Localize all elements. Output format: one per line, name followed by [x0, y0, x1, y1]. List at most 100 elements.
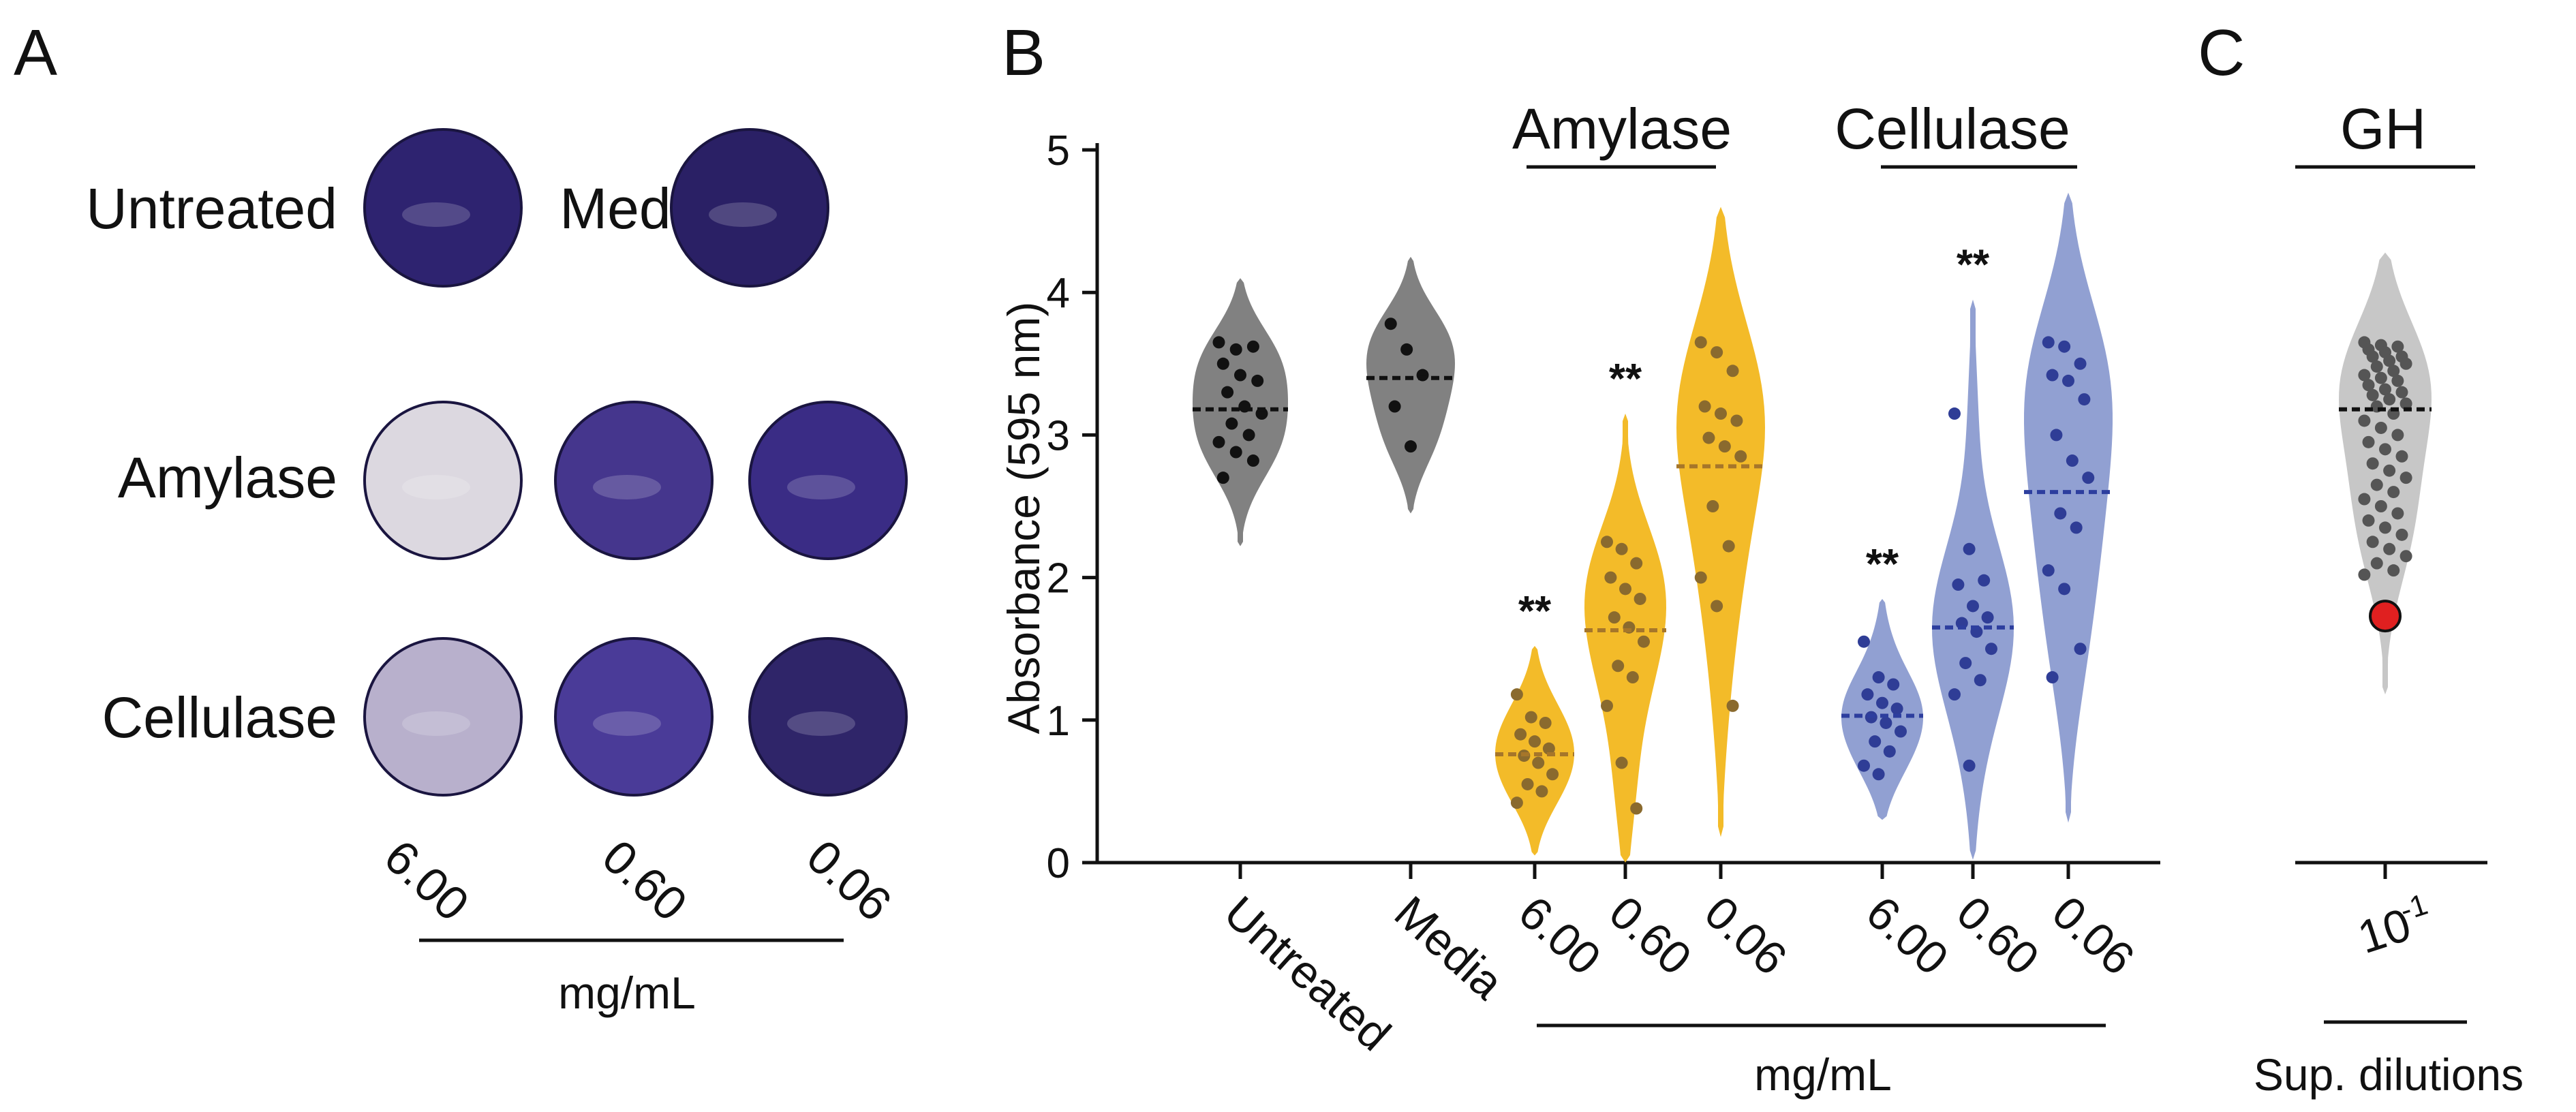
y-tick-label: 3: [1047, 412, 1070, 459]
violin-media-shape: [1366, 256, 1455, 514]
group-title-gh: GH: [2340, 97, 2426, 161]
violin-gh-point: [2374, 421, 2387, 434]
panel-b-violins: ** ** ** **: [1193, 192, 2113, 863]
violin-gh-point: [2362, 514, 2375, 527]
violin-amylase-0-06-point: [1715, 407, 1727, 420]
violin-gh-point: [2383, 464, 2396, 477]
well-amylase-6-glare: [402, 475, 470, 499]
x-tick-label: 6.00: [1856, 886, 1958, 985]
violin-cellulase-0-06-point: [2058, 583, 2071, 596]
panel-b-y-axis: 0 1 2 3 4 5: [1047, 127, 2160, 887]
violin-gh-point: [2387, 486, 2400, 499]
violin-gh-point: [2399, 472, 2412, 484]
violin-cellulase-6-00-point: [1880, 716, 1892, 729]
violin-amylase-0-06-point: [1706, 500, 1719, 512]
violin-gh-point: [2383, 354, 2396, 367]
violin-amylase-6-00-shape: [1495, 646, 1574, 856]
violin-cellulase-0-60-point: [1948, 407, 1961, 420]
violin-gh-point: [2391, 374, 2404, 387]
violin-cellulase-0-60-point: [1959, 657, 1972, 670]
violin-gh-point: [2399, 357, 2412, 370]
violin-amylase-0-06-point: [1718, 440, 1731, 453]
panel-c-letter: C: [2198, 16, 2245, 89]
violin-cellulase-0-60-significance: **: [1957, 242, 1990, 289]
violin-cellulase-6-00-point: [1872, 768, 1885, 781]
violin-amylase-0-06-point: [1702, 431, 1715, 444]
violin-amylase-0-06-shape: [1676, 206, 1765, 837]
violin-cellulase-0-60-shape: [1932, 299, 2014, 860]
violin-cellulase-0-60-point: [1967, 600, 1979, 613]
violin-amylase-0-60-point: [1634, 592, 1646, 605]
violin-cellulase-0-60-point: [1952, 578, 1965, 591]
violin-amylase-6-00-point: [1514, 728, 1527, 741]
violin-gh-point: [2395, 528, 2408, 541]
violin-cellulase-0-60-point: [1948, 688, 1961, 701]
violin-gh-point: [2379, 443, 2391, 456]
violin-cellulase-0-06-point: [2082, 472, 2095, 484]
violin-amylase-6-00: [1495, 646, 1574, 856]
violin-gh-point: [2391, 340, 2404, 353]
violin-gh-point: [2370, 557, 2383, 570]
panel-c-tick-label: 10 -1: [2352, 888, 2432, 964]
violin-cellulase-0-06-point: [2062, 374, 2074, 387]
violin-cellulase-6-00-point: [1887, 678, 1900, 691]
violin-cellulase-6-00-significance: **: [1866, 541, 1899, 588]
violin-cellulase-0-60-point: [1978, 574, 1991, 587]
well-cellulase-6-glare: [402, 711, 470, 736]
violin-amylase-0-60-point: [1604, 571, 1617, 584]
violin-media-point: [1388, 400, 1401, 413]
violin-gh-point: [2366, 350, 2379, 363]
violin-untreated: [1193, 278, 1288, 546]
panel-b-letter: B: [1002, 16, 1045, 89]
violin-amylase-6-00-significance: **: [1518, 588, 1552, 635]
violin-cellulase-0-06-point: [2042, 564, 2055, 577]
violin-gh-point: [2374, 500, 2387, 512]
violin-cellulase-6-00-point: [1861, 688, 1874, 701]
violin-media-point: [1400, 343, 1413, 356]
violin-gh-point: [2358, 369, 2371, 382]
violin-gh-point: [2399, 397, 2412, 410]
violin-amylase-0-60-shape: [1584, 414, 1666, 863]
violin-gh: [2339, 252, 2432, 695]
violin-media-point: [1384, 318, 1397, 330]
violin-amylase-6-00-point: [1542, 742, 1555, 755]
x-tick-label: 0.06: [2042, 886, 2144, 985]
violin-gh-point: [2391, 507, 2404, 520]
violin-cellulase-0-60-point: [1963, 759, 1976, 772]
violin-amylase-0-06-point: [1734, 450, 1747, 463]
violin-gh-point: [2358, 493, 2371, 506]
violin-gh-point: [2366, 388, 2379, 401]
violin-cellulase-6-00-point: [1890, 702, 1903, 715]
violin-cellulase-0-06-point: [2066, 454, 2079, 467]
well-untreated-glare: [402, 202, 470, 227]
violin-amylase-0-06-point: [1694, 336, 1707, 349]
violin-cellulase-0-06: [2024, 192, 2113, 823]
panel-a-letter: A: [14, 16, 57, 89]
violin-cellulase-0-06-point: [2046, 671, 2059, 684]
violin-cellulase-0-06-point: [2070, 521, 2083, 534]
violin-amylase-0-60-point: [1638, 635, 1650, 648]
y-tick-label: 4: [1047, 270, 1070, 317]
violin-cellulase-0-60-point: [1981, 611, 1994, 624]
violin-untreated-point: [1212, 435, 1225, 448]
violin-gh-point: [2358, 568, 2371, 581]
violin-gh-point: [2362, 435, 2375, 448]
violin-amylase-0-60-significance: **: [1609, 356, 1642, 403]
panel-c-violin: [2339, 252, 2432, 695]
violin-amylase-0-60-point: [1630, 802, 1643, 815]
violin-untreated-shape: [1193, 278, 1288, 546]
y-axis-title: Absorbance (595 nm): [998, 302, 1049, 735]
violin-cellulase-0-06-point: [2078, 393, 2091, 406]
violin-cellulase-6-00: [1841, 598, 1923, 820]
violin-amylase-0-60-point: [1601, 536, 1613, 549]
violin-media: [1366, 256, 1455, 514]
violin-cellulase-6-00-point: [1876, 696, 1888, 709]
row-label-untreated: Untreated: [86, 176, 337, 241]
violin-cellulase-6-00-point: [1872, 671, 1885, 684]
violin-untreated-point: [1225, 417, 1238, 430]
violin-amylase-6-00-point: [1546, 768, 1559, 781]
violin-gh-point: [2395, 450, 2408, 463]
violin-amylase-6-00-point: [1539, 716, 1552, 729]
well-amylase-060: [554, 401, 714, 560]
